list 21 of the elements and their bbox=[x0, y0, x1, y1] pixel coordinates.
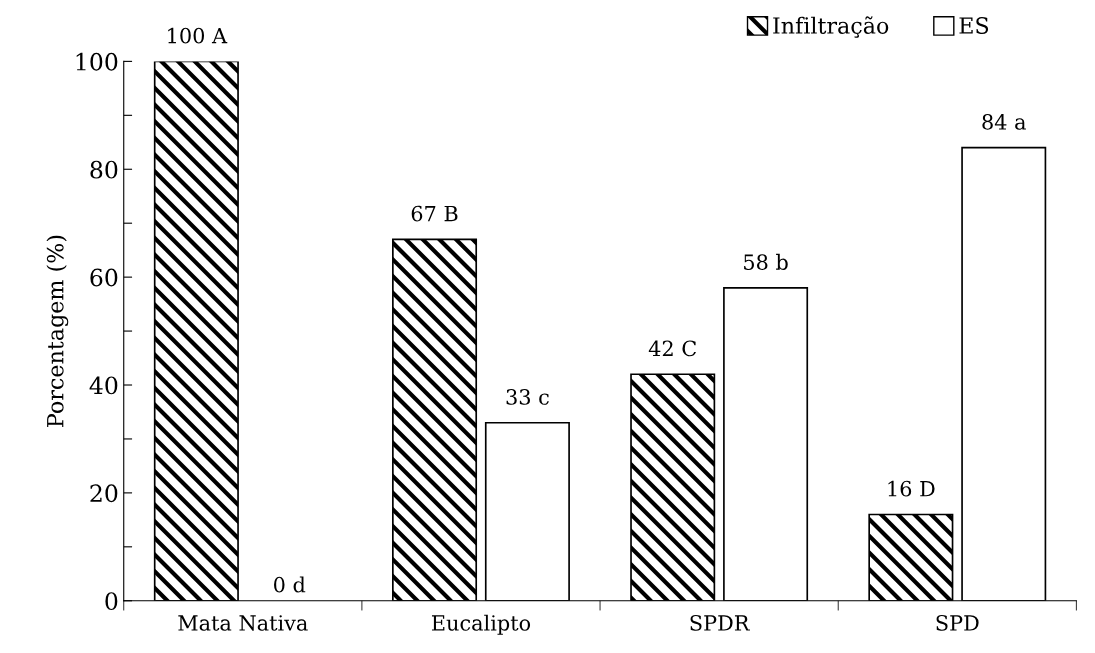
data-label: 67 B bbox=[411, 205, 458, 222]
y-tick-label: 80 bbox=[90, 160, 118, 179]
data-label: 33 c bbox=[506, 389, 549, 405]
data-label: 42 C bbox=[648, 340, 696, 357]
y-tick-label: 60 bbox=[90, 268, 118, 287]
x-tick-label: SPD bbox=[936, 615, 979, 631]
data-label: 16 D bbox=[888, 480, 935, 497]
x-tick-label: SPDR bbox=[690, 615, 750, 631]
legend-label: Infiltração bbox=[773, 16, 889, 38]
y-tick-label: 20 bbox=[90, 484, 118, 503]
y-tick-label: 100 bbox=[76, 52, 118, 71]
data-label: 100 A bbox=[168, 27, 228, 44]
y-tick-label: 40 bbox=[89, 376, 118, 395]
x-tick-label: Eucalipto bbox=[431, 614, 531, 635]
y-tick-label: 0 bbox=[105, 592, 118, 611]
x-tick-label: Mata Nativa bbox=[178, 615, 308, 631]
data-label: 0 d bbox=[274, 576, 306, 593]
data-label: 84 a bbox=[982, 114, 1026, 130]
data-label: 58 b bbox=[744, 253, 788, 270]
legend-label: ES bbox=[959, 17, 989, 34]
y-axis-title: Porcentagem (%) bbox=[46, 235, 69, 427]
